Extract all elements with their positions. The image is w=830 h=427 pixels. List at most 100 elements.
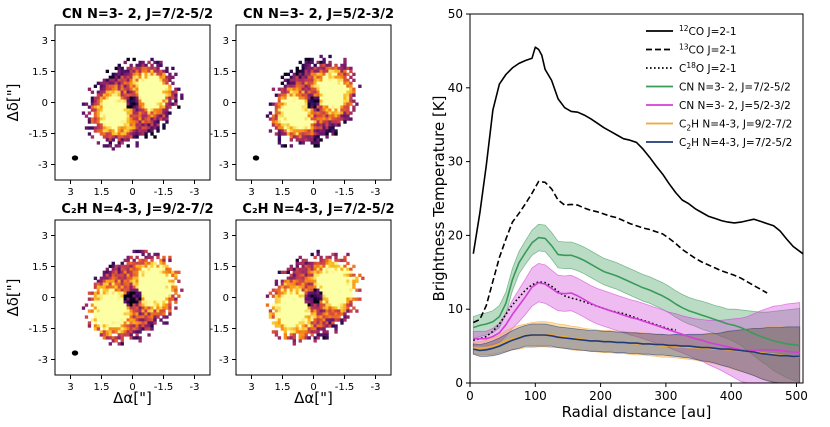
map-pixel	[307, 312, 311, 316]
map-pixel	[159, 96, 163, 100]
map-pixel	[310, 330, 314, 334]
map-pixel	[114, 312, 118, 316]
map-pixel	[132, 129, 136, 133]
map-pixel	[340, 309, 344, 313]
map-pixel	[274, 123, 279, 127]
map-pixel	[316, 93, 320, 97]
map-pixel	[277, 87, 282, 91]
map-pixel	[334, 255, 338, 260]
map-pixel	[331, 117, 335, 121]
map-pixel	[123, 105, 127, 109]
map-pixel	[108, 273, 112, 277]
map-pixel	[99, 291, 104, 295]
map-pixel	[289, 273, 293, 277]
map-pixel	[129, 324, 133, 328]
map-pixel	[150, 276, 154, 280]
map-pixel	[319, 297, 323, 301]
map-pixel	[349, 87, 353, 91]
map-pixel	[105, 297, 109, 301]
map-pixel	[322, 291, 326, 295]
map-pixel	[298, 339, 302, 343]
map-pixel	[298, 126, 302, 130]
map-pixel	[280, 105, 285, 109]
map-pixel	[132, 318, 136, 322]
map-pixel	[105, 288, 109, 292]
map-pixel	[105, 87, 109, 91]
map-pixel	[105, 117, 109, 121]
map-pixel	[114, 306, 118, 310]
map-pixel	[301, 294, 305, 298]
map-pixel	[123, 294, 127, 298]
map-pixel	[120, 270, 124, 274]
map-pixel	[138, 81, 142, 85]
map-pixel	[328, 288, 332, 292]
map-pixel	[358, 84, 362, 88]
map-pixel	[102, 81, 107, 85]
map-pixel	[340, 297, 344, 301]
map-pixel	[123, 132, 127, 136]
map-pixel	[150, 327, 154, 331]
map-pixel	[322, 330, 326, 334]
map-pixel	[111, 294, 115, 298]
map-pixel	[274, 105, 279, 109]
map-pixel	[322, 102, 326, 106]
map-pixel	[322, 129, 326, 133]
map-pixel	[304, 105, 308, 109]
map-pixel	[304, 297, 308, 301]
map-pixel	[307, 309, 311, 313]
map-pixel	[123, 81, 127, 85]
map-pixel	[337, 276, 341, 280]
map-pixel	[105, 96, 109, 100]
map-pixel	[132, 57, 136, 62]
map-pixel	[295, 138, 299, 142]
map-pixel	[129, 288, 133, 292]
map-pixel	[292, 117, 296, 121]
map-pixel	[144, 135, 148, 139]
map-pixel	[283, 93, 288, 97]
map-pixel	[123, 129, 127, 133]
map-pixel	[153, 321, 157, 325]
map-pixel	[316, 327, 320, 331]
map-pixel	[165, 69, 169, 74]
map-pixel	[120, 96, 124, 100]
map-pixel	[325, 84, 329, 88]
map-pixel	[105, 336, 109, 340]
map-pixel	[307, 78, 311, 82]
map-pixel	[102, 288, 107, 292]
map-pixel	[343, 297, 347, 301]
map-pixel	[292, 309, 296, 313]
map-pixel	[340, 270, 344, 274]
map-pixel	[165, 303, 169, 307]
map-pixel	[307, 264, 311, 269]
map-pixel	[277, 294, 282, 298]
map-pixel	[117, 303, 121, 307]
map-pixel	[307, 327, 311, 331]
map-pixel	[120, 303, 124, 307]
map-pixel	[346, 303, 350, 307]
map-pixel	[129, 255, 133, 260]
map-pixel	[162, 117, 166, 121]
map-pixel	[105, 291, 109, 295]
map-pixel	[132, 276, 136, 280]
map-pixel	[159, 78, 163, 82]
map-pixel	[280, 102, 285, 106]
map-pixel	[150, 72, 154, 77]
map-pixel	[171, 294, 175, 298]
map-pixel	[307, 87, 311, 91]
map-pixel	[283, 270, 288, 274]
map-pixel	[337, 72, 341, 77]
map-pixel	[93, 276, 98, 280]
map-pixel	[123, 333, 127, 337]
map-pixel	[310, 141, 314, 145]
map-pixel	[150, 117, 154, 121]
map-pixel	[129, 96, 133, 100]
map-pixel	[361, 276, 365, 280]
map-pixel	[153, 102, 157, 106]
map-pixel	[295, 327, 299, 331]
map-pixel	[138, 294, 142, 298]
map-pixel	[114, 321, 118, 325]
map-pixel	[111, 312, 115, 316]
map-pixel	[319, 126, 323, 130]
map-pixel	[93, 84, 98, 88]
map-pixel	[132, 285, 136, 289]
